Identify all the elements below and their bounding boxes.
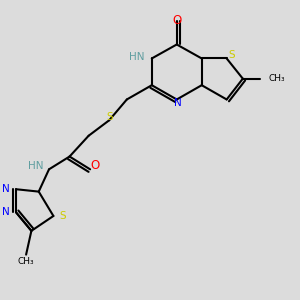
Text: CH₃: CH₃ (269, 74, 285, 83)
Text: N: N (2, 207, 10, 218)
Text: O: O (172, 14, 182, 27)
Text: S: S (106, 112, 112, 122)
Text: CH₃: CH₃ (18, 257, 34, 266)
Text: N: N (174, 98, 182, 108)
Text: S: S (229, 50, 235, 60)
Text: HN: HN (129, 52, 144, 62)
Text: O: O (90, 159, 99, 172)
Text: N: N (2, 184, 10, 194)
Text: S: S (59, 211, 66, 221)
Text: HN: HN (28, 161, 44, 171)
